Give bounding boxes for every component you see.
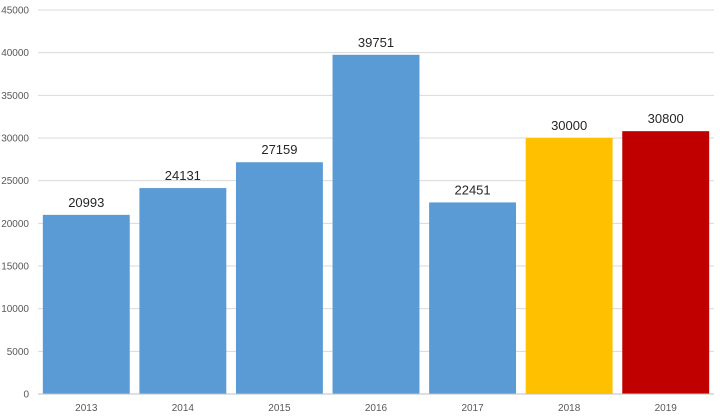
y-tick-label: 20000 [1,219,29,230]
bar-2015 [235,162,323,394]
bar-2014 [139,188,227,394]
y-tick-label: 45000 [1,6,29,17]
bar-2018 [525,138,613,394]
y-tick-label: 40000 [1,48,29,59]
y-tick-label: 5000 [7,347,30,358]
x-tick-label: 2018 [558,403,581,414]
x-tick-label: 2015 [268,403,291,414]
y-tick-label: 30000 [1,134,29,145]
data-label-2016: 39751 [358,35,394,50]
x-tick-label: 2016 [365,403,388,414]
x-tick-label: 2013 [75,403,98,414]
x-tick-label: 2017 [461,403,484,414]
data-label-2018: 30000 [551,118,587,133]
bar-2013 [42,214,130,394]
data-label-2014: 24131 [165,168,201,183]
data-labels: 20993 24131 27159 39751 22451 30000 30800 [68,35,684,210]
data-label-2013: 20993 [68,195,104,210]
data-label-2017: 22451 [454,182,490,197]
x-axis-tick-labels: 2013 2014 2015 2016 2017 2018 2019 [75,403,677,414]
y-tick-label: 10000 [1,304,29,315]
y-tick-label: 0 [23,390,29,401]
x-tick-label: 2014 [172,403,195,414]
y-axis-tick-labels: 0 5000 10000 15000 20000 25000 30000 35000 40000… [1,6,29,401]
bar-2017 [429,202,517,394]
bars [42,54,710,394]
bar-2019 [622,131,710,394]
data-label-2019: 30800 [648,111,684,126]
y-tick-label: 35000 [1,91,29,102]
y-tick-label: 25000 [1,176,29,187]
data-label-2015: 27159 [261,142,297,157]
x-tick-label: 2019 [655,403,678,414]
y-tick-label: 15000 [1,262,29,273]
bar-2016 [332,54,420,394]
